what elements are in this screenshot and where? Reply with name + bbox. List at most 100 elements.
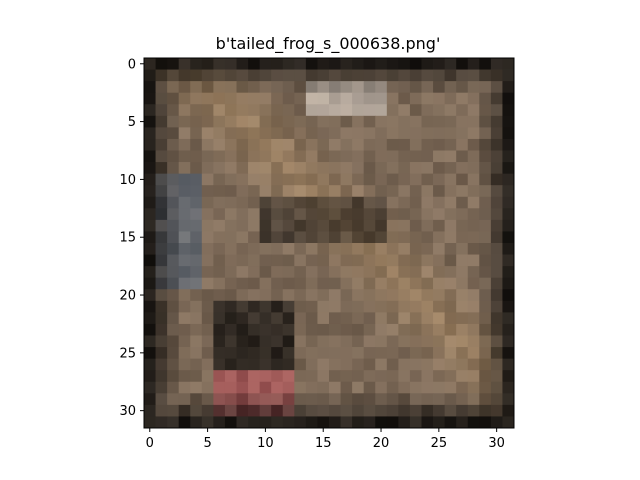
image-pixel xyxy=(375,347,388,360)
image-pixel xyxy=(375,162,388,175)
image-pixel xyxy=(352,312,365,325)
image-pixel xyxy=(398,347,411,360)
image-pixel xyxy=(271,370,284,383)
image-pixel xyxy=(421,358,434,371)
image-pixel xyxy=(456,231,469,244)
image-pixel xyxy=(502,115,515,128)
image-pixel xyxy=(190,381,203,394)
image-pixel xyxy=(421,277,434,290)
image-pixel xyxy=(282,358,295,371)
image-pixel xyxy=(144,196,156,209)
image-pixel xyxy=(444,393,457,406)
image-pixel xyxy=(421,58,434,70)
image-pixel xyxy=(213,312,226,325)
image-pixel xyxy=(190,150,203,163)
image-pixel xyxy=(259,208,272,221)
image-pixel xyxy=(317,185,330,198)
image-pixel xyxy=(352,138,365,151)
image-pixel xyxy=(352,115,365,128)
image-pixel xyxy=(502,312,515,325)
image-pixel xyxy=(282,243,295,255)
image-pixel xyxy=(224,173,237,186)
image-pixel xyxy=(224,58,237,70)
image-pixel xyxy=(433,289,446,302)
image-pixel xyxy=(224,196,237,209)
image-pixel xyxy=(386,335,399,348)
image-pixel xyxy=(479,323,492,336)
image-pixel xyxy=(467,81,480,94)
image-pixel xyxy=(178,323,191,336)
image-pixel xyxy=(363,208,376,221)
image-pixel xyxy=(421,312,434,325)
image-pixel xyxy=(502,243,515,255)
image-pixel xyxy=(340,127,353,140)
image-pixel xyxy=(259,243,272,255)
image-pixel xyxy=(467,277,480,290)
image-pixel xyxy=(236,404,249,417)
image-pixel xyxy=(317,162,330,175)
image-pixel xyxy=(144,115,156,128)
image-pixel xyxy=(167,127,180,140)
image-pixel xyxy=(213,196,226,209)
image-pixel xyxy=(271,393,284,406)
image-pixel xyxy=(248,185,261,198)
image-pixel xyxy=(467,393,480,406)
image-pixel xyxy=(352,127,365,140)
image-pixel xyxy=(282,370,295,383)
image-pixel xyxy=(329,138,341,151)
image-pixel xyxy=(444,300,457,313)
image-pixel xyxy=(259,266,272,279)
image-pixel xyxy=(236,416,249,429)
image-pixel xyxy=(375,393,388,406)
image-pixel xyxy=(282,162,295,175)
image-pixel xyxy=(305,243,318,255)
image-pixel xyxy=(363,312,376,325)
image-pixel xyxy=(398,127,411,140)
image-pixel xyxy=(398,358,411,371)
image-pixel xyxy=(479,92,492,105)
image-pixel xyxy=(248,243,261,255)
image-pixel xyxy=(375,289,388,302)
image-pixel xyxy=(167,150,180,163)
image-pixel xyxy=(456,381,469,394)
image-pixel xyxy=(271,58,284,70)
image-pixel xyxy=(201,208,214,221)
image-pixel xyxy=(421,81,434,94)
image-pixel xyxy=(340,185,353,198)
image-pixel xyxy=(433,243,446,255)
image-pixel xyxy=(479,58,492,70)
image-pixel xyxy=(444,219,457,232)
y-axis: 0 5 10 15 20 25 30 xyxy=(119,57,144,419)
image-pixel xyxy=(386,231,399,244)
image-pixel xyxy=(386,381,399,394)
image-pixel xyxy=(259,370,272,383)
image-pixel xyxy=(167,335,180,348)
image-pixel xyxy=(213,323,226,336)
image-pixel xyxy=(144,416,156,429)
image-pixel xyxy=(490,312,503,325)
image-pixel xyxy=(294,81,307,94)
image-pixel xyxy=(190,231,203,244)
image-pixel xyxy=(433,404,446,417)
image-pixel xyxy=(155,58,168,70)
image-pixel xyxy=(456,254,469,267)
image-pixel xyxy=(490,92,503,105)
image-pixel xyxy=(178,185,191,198)
image-pixel xyxy=(479,138,492,151)
image-pixel xyxy=(224,393,237,406)
image-pixel xyxy=(398,243,411,255)
image-pixel xyxy=(467,208,480,221)
image-pixel xyxy=(490,185,503,198)
image-pixel xyxy=(363,243,376,255)
image-pixel xyxy=(213,335,226,348)
image-pixel xyxy=(363,92,376,105)
image-pixel xyxy=(224,416,237,429)
image-pixel xyxy=(444,196,457,209)
image-pixel xyxy=(259,138,272,151)
image-pixel xyxy=(271,358,284,371)
image-pixel xyxy=(490,104,503,117)
image-pixel xyxy=(421,173,434,186)
image-pixel xyxy=(224,243,237,255)
image-pixel xyxy=(144,404,156,417)
image-pixel xyxy=(340,323,353,336)
